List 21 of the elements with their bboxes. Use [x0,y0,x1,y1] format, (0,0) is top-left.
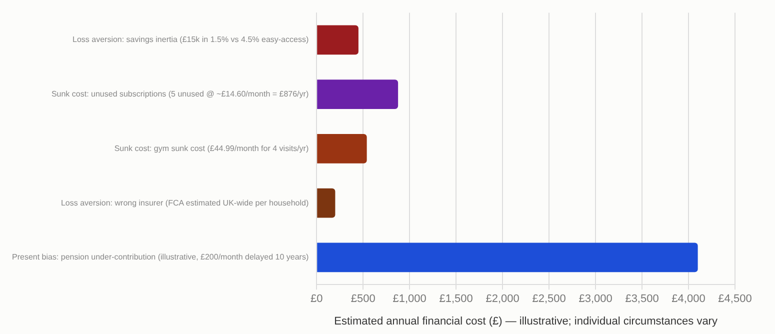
x-tick-label: £2,500 [532,293,566,306]
bar [317,25,358,55]
y-tick-label: Sunk cost: unused subscriptions (5 unused @ ~£14.60/month = £876/yr) [51,90,309,99]
bar [317,80,398,110]
x-tick-label: £3,500 [625,293,659,306]
bar [317,188,336,218]
y-tick-label: Present bias: pension under-contribution (illustrative, £200/month delayed 10 years) [12,252,309,262]
bar [317,242,698,272]
x-axis-title: Estimated annual financial cost (£) — illustrative; individual circumstances vary [334,315,718,328]
y-tick-label: Loss aversion: wrong insurer (FCA estimated UK-wide per household) [60,198,309,208]
x-tick-label: £500 [350,293,376,306]
x-tick-label: £0 [310,293,323,306]
y-tick-label: Loss aversion: savings inertia (£15k in 1.5% vs 4.5% easy-access) [72,35,309,44]
x-tick-label: £3,000 [578,293,612,306]
x-tick-label: £1,000 [392,293,426,306]
x-tick-label: £2,000 [486,293,520,306]
x-tick-label: £4,000 [672,293,706,306]
bar [317,134,367,164]
x-tick-label: £1,500 [439,293,473,306]
y-tick-label: Sunk cost: gym sunk cost (£44.99/month for 4 visits/yr) [114,144,309,153]
x-tick-label: £4,500 [718,293,752,306]
